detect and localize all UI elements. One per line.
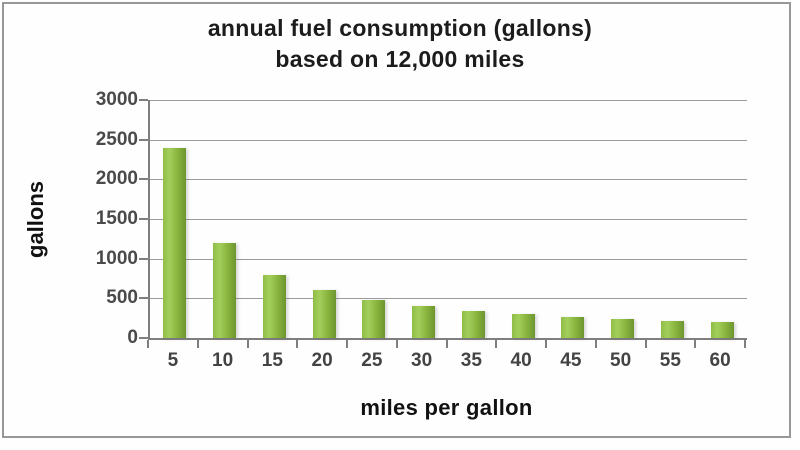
x-tick-label-20: 20	[311, 350, 333, 371]
bar-25mpg	[362, 299, 386, 338]
x-tick-label-35: 35	[460, 350, 482, 371]
gridline-3000	[150, 100, 747, 101]
y-tick-label-0: 0	[127, 327, 138, 348]
chart-title-line1: annual fuel consumption (gallons)	[207, 15, 593, 41]
chart-title-line2: based on 12,000 miles	[275, 46, 525, 72]
x-tick-mark-9	[594, 340, 597, 348]
x-tick-label-40: 40	[510, 350, 532, 371]
y-tick-mark-1000	[139, 257, 148, 260]
x-tick-label-5: 5	[167, 350, 179, 371]
gridline-500	[150, 298, 747, 300]
x-tick-mark-2	[246, 340, 249, 348]
y-tick-mark-0	[139, 337, 148, 339]
x-tick-label-50: 50	[610, 350, 632, 371]
bar-50mpg	[611, 318, 635, 338]
x-tick-mark-8	[545, 340, 547, 348]
x-axis-title: miles per gallon	[360, 395, 533, 420]
x-tick-mark-4	[346, 340, 348, 348]
plot-area	[148, 100, 747, 340]
x-tick-mark-5	[395, 340, 398, 348]
x-tick-label-30: 30	[411, 350, 433, 371]
x-tick-label-25: 25	[361, 350, 383, 371]
x-tick-label-60: 60	[709, 350, 731, 371]
x-tick-mark-6	[445, 340, 448, 348]
x-tick-mark-1	[196, 340, 199, 348]
x-tick-mark-11	[694, 340, 697, 348]
y-tick-label-1500: 1500	[95, 208, 138, 229]
bar-35mpg	[461, 310, 485, 338]
gridline-1500	[150, 219, 747, 220]
bar-30mpg	[412, 306, 436, 338]
chart-title: annual fuel consumption (gallons) based …	[0, 13, 800, 75]
x-tick-mark-3	[296, 340, 299, 348]
gridline-1000	[150, 258, 747, 260]
x-tick-mark-12	[744, 340, 746, 348]
y-tick-label-500: 500	[106, 287, 138, 309]
gridline-2000	[150, 179, 747, 181]
bar-40mpg	[511, 314, 535, 338]
y-tick-label-2000: 2000	[95, 168, 138, 190]
bar-5mpg	[163, 147, 187, 338]
x-tick-mark-7	[495, 340, 498, 348]
y-tick-label-2500: 2500	[95, 128, 138, 150]
y-tick-mark-500	[139, 297, 148, 300]
x-tick-mark-10	[644, 340, 647, 348]
y-tick-mark-3000	[139, 99, 148, 101]
y-tick-mark-1500	[139, 218, 148, 220]
gridline-2500	[150, 139, 747, 141]
bar-15mpg	[262, 274, 286, 338]
x-tick-label-45: 45	[560, 350, 582, 371]
bar-60mpg	[710, 322, 734, 338]
x-tick-labels: 5 10 15 20 25 30 35 40 45 50 55 60	[148, 350, 745, 376]
x-tick-mark-0	[147, 340, 149, 348]
y-tick-label-3000: 3000	[95, 89, 138, 110]
bar-55mpg	[660, 320, 684, 338]
x-tick-label-15: 15	[261, 350, 283, 371]
bar-10mpg	[213, 242, 237, 338]
y-tick-mark-2000	[139, 178, 148, 181]
y-tick-label-1000: 1000	[95, 247, 138, 269]
bar-20mpg	[312, 290, 336, 338]
x-tick-label-10: 10	[212, 350, 234, 371]
chart-border-frame	[2, 2, 791, 438]
bar-45mpg	[561, 316, 585, 338]
y-tick-labels: 0 500 1000 1500 2000 2500 3000	[0, 89, 138, 348]
x-tick-label-55: 55	[659, 350, 681, 371]
y-tick-mark-2500	[139, 138, 148, 141]
